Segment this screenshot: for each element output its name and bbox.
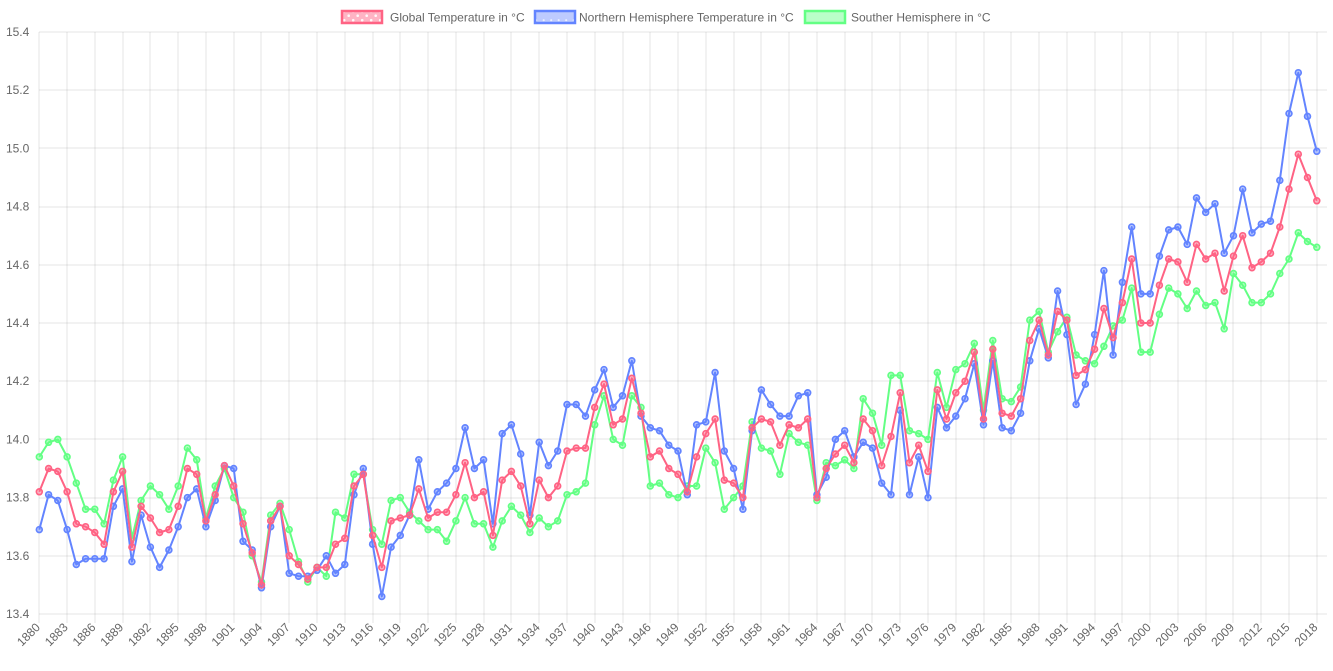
svg-text:1940: 1940: [570, 620, 599, 649]
svg-text:1907: 1907: [264, 620, 293, 649]
svg-text:13.8: 13.8: [6, 491, 30, 505]
svg-text:2009: 2009: [1208, 620, 1237, 649]
svg-text:1985: 1985: [986, 620, 1015, 649]
svg-text:2018: 2018: [1292, 620, 1321, 649]
svg-text:1982: 1982: [958, 620, 987, 649]
svg-text:Northern Hemisphere Temperatur: Northern Hemisphere Temperature in °C: [579, 11, 794, 25]
svg-text:14.6: 14.6: [6, 258, 30, 272]
svg-text:1910: 1910: [292, 620, 321, 649]
svg-text:1913: 1913: [320, 620, 349, 649]
svg-text:1970: 1970: [847, 620, 876, 649]
svg-text:14.8: 14.8: [6, 200, 30, 214]
svg-text:2015: 2015: [1264, 620, 1293, 649]
svg-text:2012: 2012: [1236, 620, 1265, 649]
svg-text:1916: 1916: [347, 620, 376, 649]
svg-text:1937: 1937: [542, 620, 571, 649]
svg-text:1901: 1901: [209, 620, 238, 649]
svg-text:13.4: 13.4: [6, 607, 30, 621]
svg-text:1895: 1895: [153, 620, 182, 649]
svg-text:1889: 1889: [97, 620, 126, 649]
svg-text:1991: 1991: [1042, 620, 1071, 649]
svg-text:1943: 1943: [597, 620, 626, 649]
svg-text:15.4: 15.4: [6, 25, 30, 39]
svg-text:2006: 2006: [1181, 620, 1210, 649]
svg-text:1973: 1973: [875, 620, 904, 649]
svg-text:1955: 1955: [708, 620, 737, 649]
svg-text:15.0: 15.0: [6, 141, 30, 155]
svg-text:2000: 2000: [1125, 620, 1154, 649]
svg-text:1925: 1925: [431, 620, 460, 649]
svg-text:1931: 1931: [486, 620, 515, 649]
svg-text:13.6: 13.6: [6, 549, 30, 563]
svg-text:1976: 1976: [903, 620, 932, 649]
svg-text:1934: 1934: [514, 620, 543, 649]
svg-text:1904: 1904: [236, 620, 265, 649]
svg-text:14.2: 14.2: [6, 374, 30, 388]
svg-text:1979: 1979: [931, 620, 960, 649]
svg-text:1880: 1880: [14, 620, 43, 649]
svg-text:1997: 1997: [1097, 620, 1126, 649]
svg-text:1994: 1994: [1069, 620, 1098, 649]
svg-text:1961: 1961: [764, 620, 793, 649]
svg-text:1919: 1919: [375, 620, 404, 649]
svg-text:15.2: 15.2: [6, 83, 30, 97]
svg-text:1964: 1964: [792, 620, 821, 649]
svg-text:1892: 1892: [125, 620, 154, 649]
svg-text:1949: 1949: [653, 620, 682, 649]
svg-text:14.0: 14.0: [6, 432, 30, 446]
svg-text:2003: 2003: [1153, 620, 1182, 649]
svg-text:1883: 1883: [42, 620, 71, 649]
svg-text:1958: 1958: [736, 620, 765, 649]
svg-text:1946: 1946: [625, 620, 654, 649]
svg-text:1898: 1898: [181, 620, 210, 649]
svg-text:1922: 1922: [403, 620, 432, 649]
svg-text:1967: 1967: [820, 620, 849, 649]
svg-text:1886: 1886: [70, 620, 99, 649]
svg-text:1952: 1952: [681, 620, 710, 649]
svg-text:14.4: 14.4: [6, 316, 30, 330]
svg-text:1928: 1928: [458, 620, 487, 649]
svg-text:1988: 1988: [1014, 620, 1043, 649]
svg-text:Global Temperature in °C: Global Temperature in °C: [390, 11, 525, 25]
svg-text:Souther Hemisphere in °C: Souther Hemisphere in °C: [851, 11, 991, 25]
